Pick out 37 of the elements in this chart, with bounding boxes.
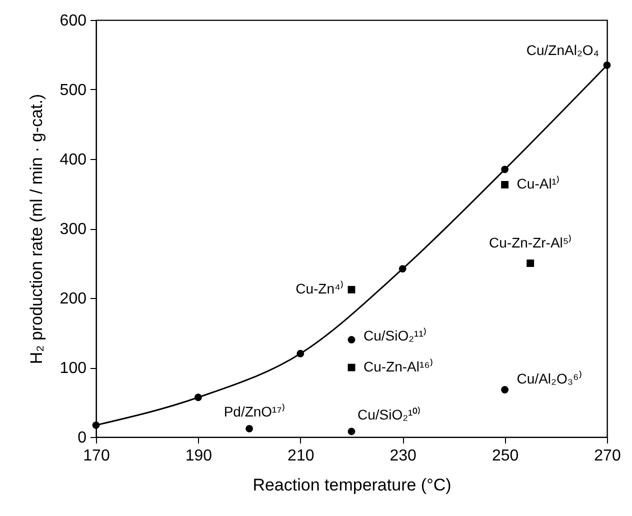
x-tick-label: 170 (83, 448, 110, 464)
point (501, 181, 509, 188)
annotation: Cu-Al¹⁾ (516, 176, 560, 192)
annotation: Cu/SiO₂¹¹⁾ (364, 328, 426, 344)
point (348, 286, 356, 294)
point (246, 424, 254, 432)
y-tick-label: 500 (60, 82, 87, 99)
y-tick-label: 400 (60, 152, 87, 168)
y-tick-label: 200 (60, 290, 87, 308)
point (348, 336, 356, 344)
y-tick-label: 600 (60, 12, 87, 30)
y-axis-title: H₂ production rate (ml / min · g-cat.) (26, 94, 46, 364)
annotation: Pd/ZnO¹⁷⁾ (224, 404, 285, 420)
point (296, 350, 304, 358)
x-axis-title: Reaction temperature (°C) (252, 476, 452, 494)
annotation: Cu/SiO₂¹⁰⁾ (358, 406, 421, 422)
point (501, 386, 509, 394)
point (398, 265, 406, 273)
x-tick-label: 270 (594, 448, 621, 464)
x-tick-label: 230 (390, 448, 417, 464)
point (194, 394, 202, 402)
point (526, 260, 534, 267)
annotation: Cu-Zn-Al¹⁶⁾ (364, 358, 433, 374)
point (603, 61, 611, 69)
y-tick-label: 0 (78, 430, 87, 446)
y-tick-label: 100 (60, 360, 87, 377)
annotation: Cu-Zn⁴⁾ (296, 280, 344, 297)
annotation: Cu/ZnAl₂O₄ (526, 42, 600, 58)
point (348, 428, 356, 436)
x-tick-label: 210 (288, 448, 314, 464)
annotation: Cu/Al₂O₃⁶⁾ (516, 370, 582, 387)
point (501, 166, 509, 174)
x-tick-label: 190 (185, 448, 212, 464)
point (92, 421, 100, 429)
y-tick-label: 300 (60, 221, 87, 238)
annotation: Cu-Zn-Zr-Al⁵⁾ (489, 234, 572, 250)
x-tick-label: 250 (492, 448, 519, 464)
